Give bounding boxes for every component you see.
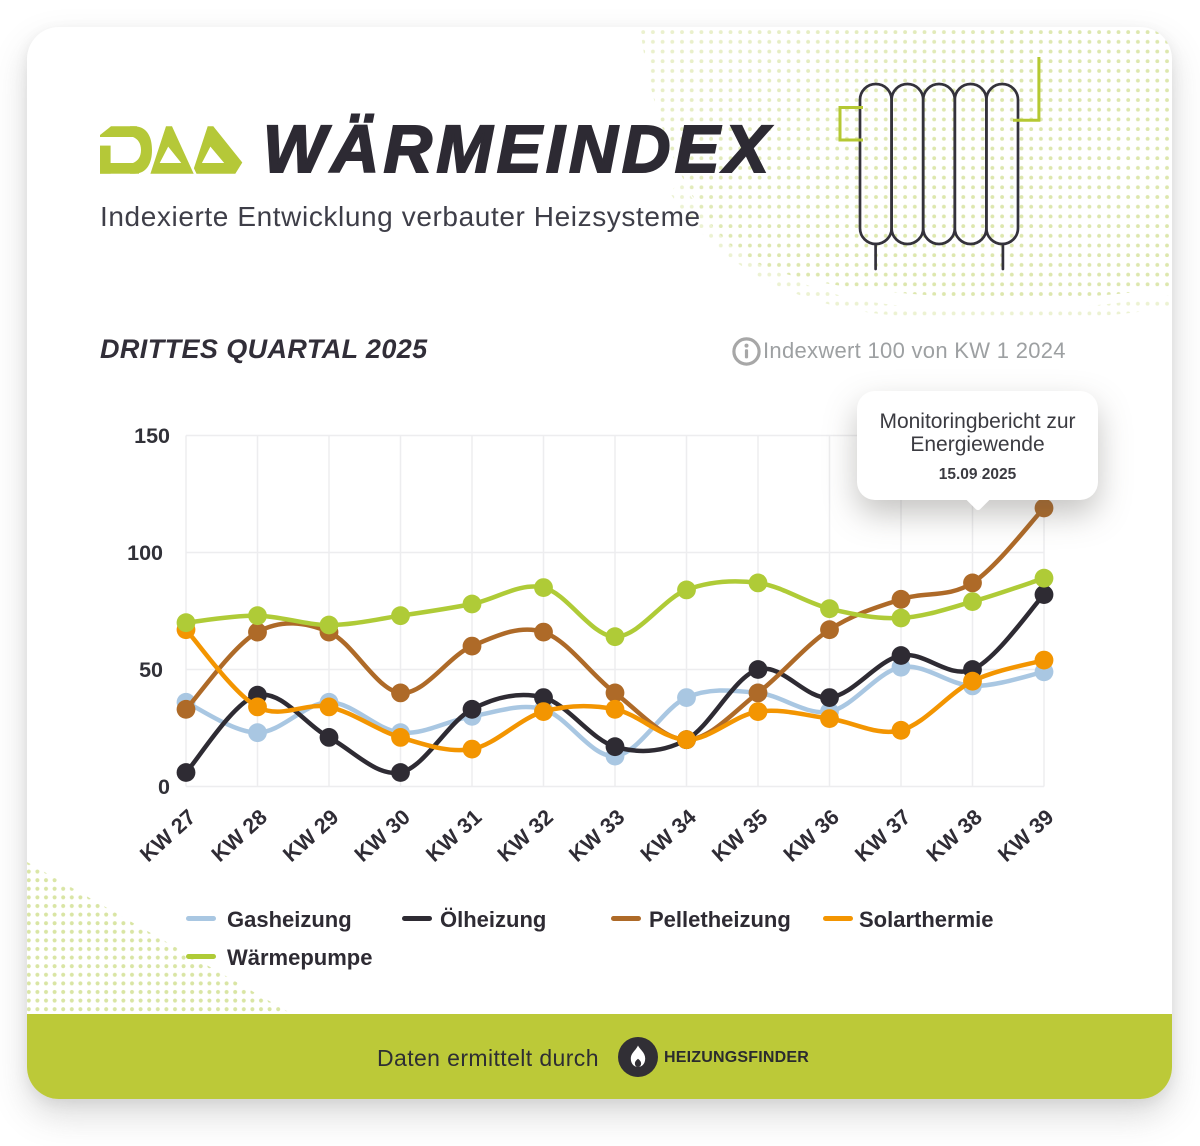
- svg-text:KW 32: KW 32: [493, 805, 558, 867]
- svg-text:KW 35: KW 35: [707, 805, 772, 867]
- svg-text:KW 34: KW 34: [636, 805, 701, 867]
- svg-text:KW 38: KW 38: [922, 805, 987, 867]
- svg-text:KW 31: KW 31: [421, 805, 486, 867]
- svg-text:150: 150: [134, 424, 170, 448]
- svg-text:KW 30: KW 30: [350, 805, 415, 867]
- svg-text:KW 33: KW 33: [564, 805, 629, 867]
- svg-text:50: 50: [139, 658, 163, 682]
- svg-text:100: 100: [127, 541, 163, 565]
- svg-text:KW 37: KW 37: [850, 805, 915, 867]
- svg-text:KW 39: KW 39: [993, 805, 1058, 867]
- svg-text:KW 27: KW 27: [135, 805, 200, 867]
- svg-text:KW 29: KW 29: [278, 805, 343, 867]
- svg-text:KW 36: KW 36: [779, 805, 844, 867]
- svg-text:KW 28: KW 28: [207, 805, 272, 867]
- svg-text:0: 0: [158, 775, 170, 799]
